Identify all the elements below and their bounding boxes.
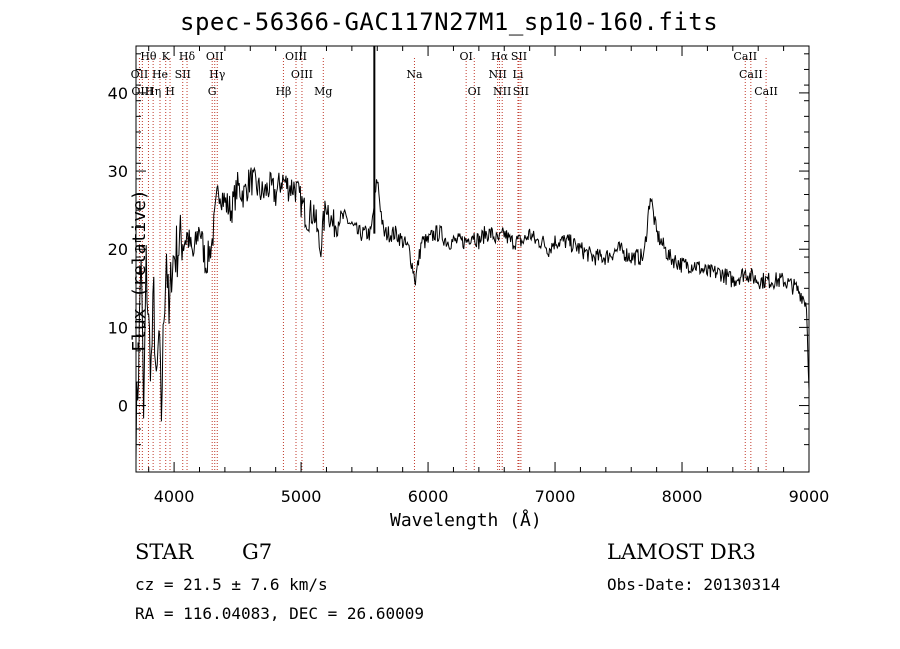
line-marker-label: NII <box>493 85 511 98</box>
axis-ticks: 4000 5000 6000 7000 8000 9000 0 10 20 30 40 <box>108 46 830 506</box>
line-marker-label: CaII <box>739 68 763 81</box>
chart-title: spec-56366-GAC117N27M1_sp10-160.fits <box>180 8 719 36</box>
x-axis-label: Wavelength (Å) <box>390 510 542 531</box>
coordinates: RA = 116.04083, DEC = 26.60009 <box>135 604 424 623</box>
line-marker-label: H <box>165 85 175 98</box>
x-tick-label: 7000 <box>535 487 576 506</box>
line-marker-label: SII <box>175 68 191 81</box>
x-tick-label: 4000 <box>154 487 195 506</box>
subclass: G7 <box>242 540 273 564</box>
redshift-cz: cz = 21.5 ± 7.6 km/s <box>135 575 328 594</box>
x-tick-label: 5000 <box>281 487 322 506</box>
y-axis-label: Flux (relative) <box>128 189 150 352</box>
line-marker-label: OIII <box>131 85 153 98</box>
object-type: STAR <box>135 540 194 564</box>
line-marker-label: OII <box>206 50 224 63</box>
line-marker-label: Hη <box>145 85 161 98</box>
line-marker-label: Li <box>513 68 524 81</box>
line-marker-label: SII <box>511 50 527 63</box>
line-marker-label: OIII <box>285 50 307 63</box>
survey-name: LAMOST DR3 <box>607 540 756 564</box>
x-tick-label: 9000 <box>789 487 830 506</box>
x-tick-label: 6000 <box>408 487 449 506</box>
spectrum-line <box>135 166 810 461</box>
line-marker-label: Hθ <box>140 50 157 63</box>
line-marker-label: OII <box>131 68 149 81</box>
plot-frame <box>135 45 810 473</box>
line-marker-label: Mg <box>314 85 332 98</box>
line-marker-label: Hβ <box>275 85 291 98</box>
line-marker-label: G <box>208 85 217 98</box>
x-tick-label: 8000 <box>662 487 703 506</box>
line-marker-label: OI <box>459 50 472 63</box>
line-marker-label: K <box>162 50 171 63</box>
y-tick-label: 40 <box>108 84 128 103</box>
y-tick-label: 30 <box>108 162 128 181</box>
line-marker-label: CaII <box>754 85 778 98</box>
obs-date: Obs-Date: 20130314 <box>607 575 781 594</box>
line-marker-label: He <box>152 68 168 81</box>
line-marker-label: CaII <box>733 50 757 63</box>
line-marker-label: Na <box>406 68 423 81</box>
line-marker-label: OI <box>468 85 481 98</box>
y-tick-label: 0 <box>118 397 128 416</box>
line-marker-label: OIII <box>291 68 313 81</box>
line-marker-label: Hδ <box>179 50 196 63</box>
line-marker-label: Hγ <box>209 68 226 81</box>
line-marker-label: NII <box>488 68 506 81</box>
y-tick-label: 10 <box>108 318 128 337</box>
y-tick-label: 20 <box>108 240 128 259</box>
line-marker-label: Hα <box>491 50 509 63</box>
line-marker-label: SII <box>513 85 529 98</box>
